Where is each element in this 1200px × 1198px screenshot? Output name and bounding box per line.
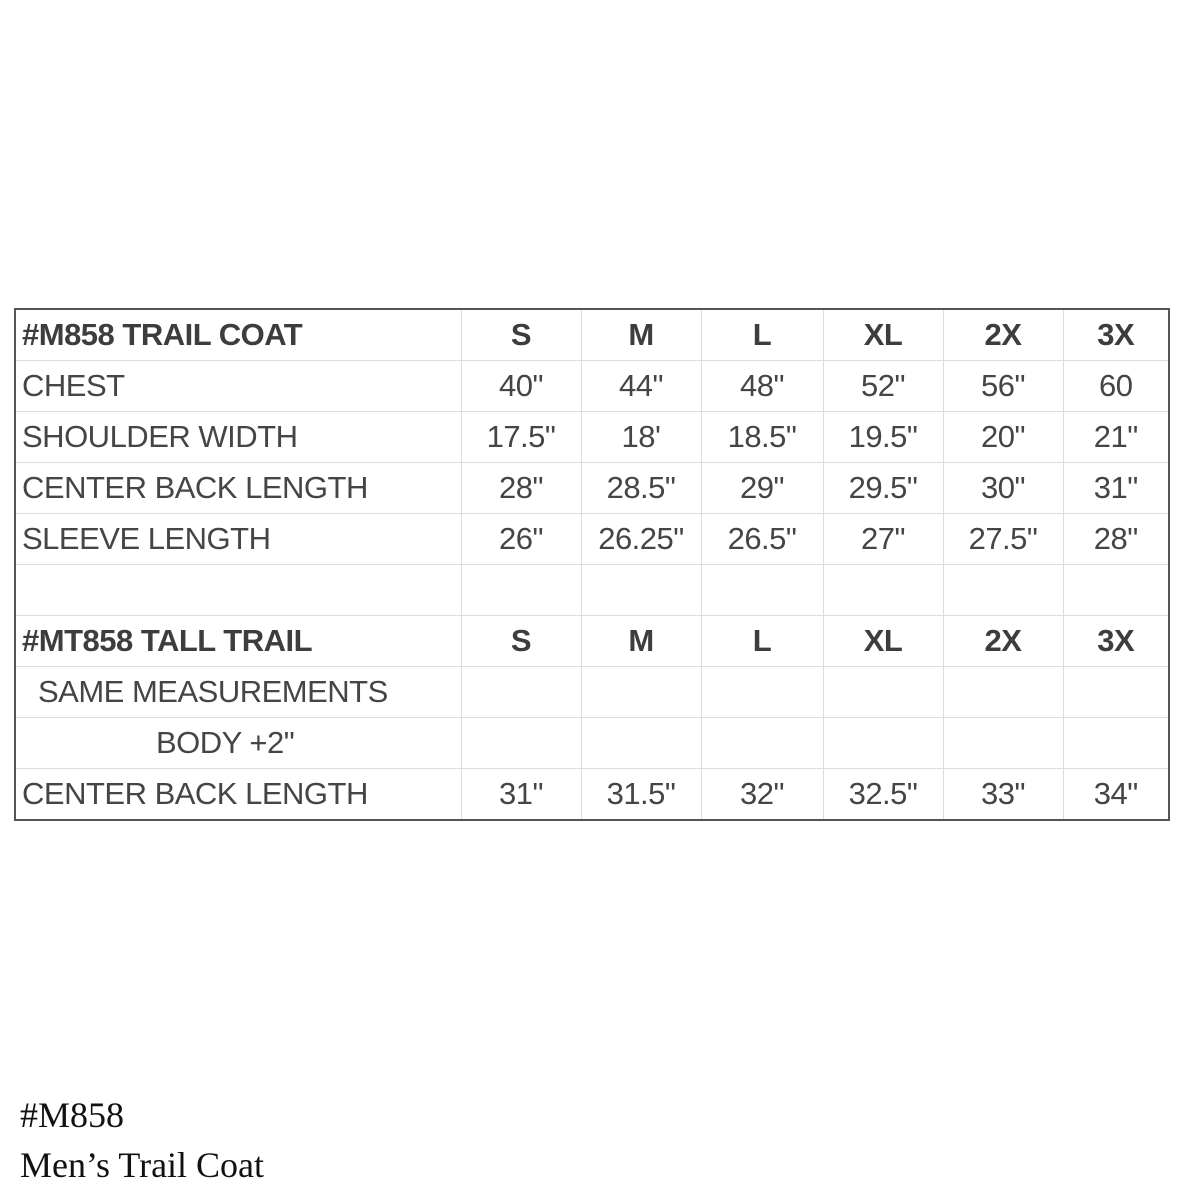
row-label: SLEEVE LENGTH <box>14 513 462 565</box>
table-row: SLEEVE LENGTH 26" 26.25" 26.5" 27" 27.5" 28" <box>14 513 1170 565</box>
measurement-cell: 21" <box>1062 411 1170 463</box>
measurement-cell: 18.5" <box>700 411 824 463</box>
product-code: #M858 <box>20 1095 125 1135</box>
empty-cell <box>1062 666 1170 718</box>
empty-cell <box>822 666 944 718</box>
measurement-cell: 20" <box>942 411 1064 463</box>
measurement-cell: 34" <box>1062 768 1170 821</box>
measurement-cell: 18' <box>580 411 702 463</box>
table-row: SHOULDER WIDTH 17.5" 18' 18.5" 19.5" 20" 21" <box>14 411 1170 463</box>
table-row: CENTER BACK LENGTH 28" 28.5" 29" 29.5" 30" 31" <box>14 462 1170 514</box>
row-label: CENTER BACK LENGTH <box>14 462 462 514</box>
empty-cell <box>14 564 462 616</box>
empty-cell <box>700 564 824 616</box>
size-header: 2X <box>942 615 1064 667</box>
size-header: XL <box>822 615 944 667</box>
empty-cell <box>700 666 824 718</box>
measurement-cell: 26" <box>460 513 582 565</box>
measurement-cell: 31.5" <box>580 768 702 821</box>
measurement-cell: 28.5" <box>580 462 702 514</box>
tall-note: BODY +2" <box>14 717 462 769</box>
size-header: M <box>580 308 702 361</box>
empty-cell <box>1062 564 1170 616</box>
measurement-cell: 48" <box>700 360 824 412</box>
measurement-cell: 29" <box>700 462 824 514</box>
measurement-cell: 28" <box>1062 513 1170 565</box>
measurement-cell: 27" <box>822 513 944 565</box>
measurement-cell: 56" <box>942 360 1064 412</box>
measurement-cell: 60 <box>1062 360 1170 412</box>
measurement-cell: 26.25" <box>580 513 702 565</box>
empty-cell <box>1062 717 1170 769</box>
measurement-cell: 32.5" <box>822 768 944 821</box>
note-row: SAME MEASUREMENTS <box>14 666 1170 718</box>
empty-cell <box>822 717 944 769</box>
empty-cell <box>580 666 702 718</box>
measurement-cell: 32" <box>700 768 824 821</box>
measurement-cell: 26.5" <box>700 513 824 565</box>
empty-cell <box>700 717 824 769</box>
size-header: S <box>460 615 582 667</box>
measurement-cell: 27.5" <box>942 513 1064 565</box>
product-name: Men’s Trail Coat <box>20 1145 265 1185</box>
size-header: XL <box>822 308 944 361</box>
spacer-row <box>14 564 1170 616</box>
empty-cell <box>460 666 582 718</box>
measurement-cell: 30" <box>942 462 1064 514</box>
header-row: #M858 TRAIL COAT S M L XL 2X 3X <box>14 308 1170 361</box>
empty-cell <box>942 717 1064 769</box>
tall-table-title: #MT858 TALL TRAIL <box>14 615 462 667</box>
note-row: BODY +2" <box>14 717 1170 769</box>
row-label: SHOULDER WIDTH <box>14 411 462 463</box>
empty-cell <box>580 564 702 616</box>
measurement-cell: 52" <box>822 360 944 412</box>
measurement-cell: 33" <box>942 768 1064 821</box>
table-row: CHEST 40" 44" 48" 52" 56" 60 <box>14 360 1170 412</box>
measurement-cell: 28" <box>460 462 582 514</box>
empty-cell <box>942 564 1064 616</box>
table-title: #M858 TRAIL COAT <box>14 308 462 361</box>
size-header: L <box>700 308 824 361</box>
size-chart-table: #M858 TRAIL COAT S M L XL 2X 3X CHEST 40" 44" 48" 5… <box>14 308 1170 821</box>
empty-cell <box>580 717 702 769</box>
empty-cell <box>822 564 944 616</box>
table-row: CENTER BACK LENGTH 31" 31.5" 32" 32.5" 33" 34" <box>14 768 1170 821</box>
tall-note: SAME MEASUREMENTS <box>14 666 462 718</box>
size-header: L <box>700 615 824 667</box>
tall-header-row: #MT858 TALL TRAIL S M L XL 2X 3X <box>14 615 1170 667</box>
measurement-cell: 40" <box>460 360 582 412</box>
empty-cell <box>942 666 1064 718</box>
size-header: 3X <box>1062 308 1170 361</box>
size-header: 3X <box>1062 615 1170 667</box>
measurement-cell: 29.5" <box>822 462 944 514</box>
measurement-cell: 31" <box>460 768 582 821</box>
measurement-cell: 44" <box>580 360 702 412</box>
measurement-cell: 31" <box>1062 462 1170 514</box>
measurement-cell: 19.5" <box>822 411 944 463</box>
size-header: M <box>580 615 702 667</box>
size-header: S <box>460 308 582 361</box>
empty-cell <box>460 717 582 769</box>
measurement-cell: 17.5" <box>460 411 582 463</box>
empty-cell <box>460 564 582 616</box>
row-label: CHEST <box>14 360 462 412</box>
size-header: 2X <box>942 308 1064 361</box>
row-label: CENTER BACK LENGTH <box>14 768 462 821</box>
